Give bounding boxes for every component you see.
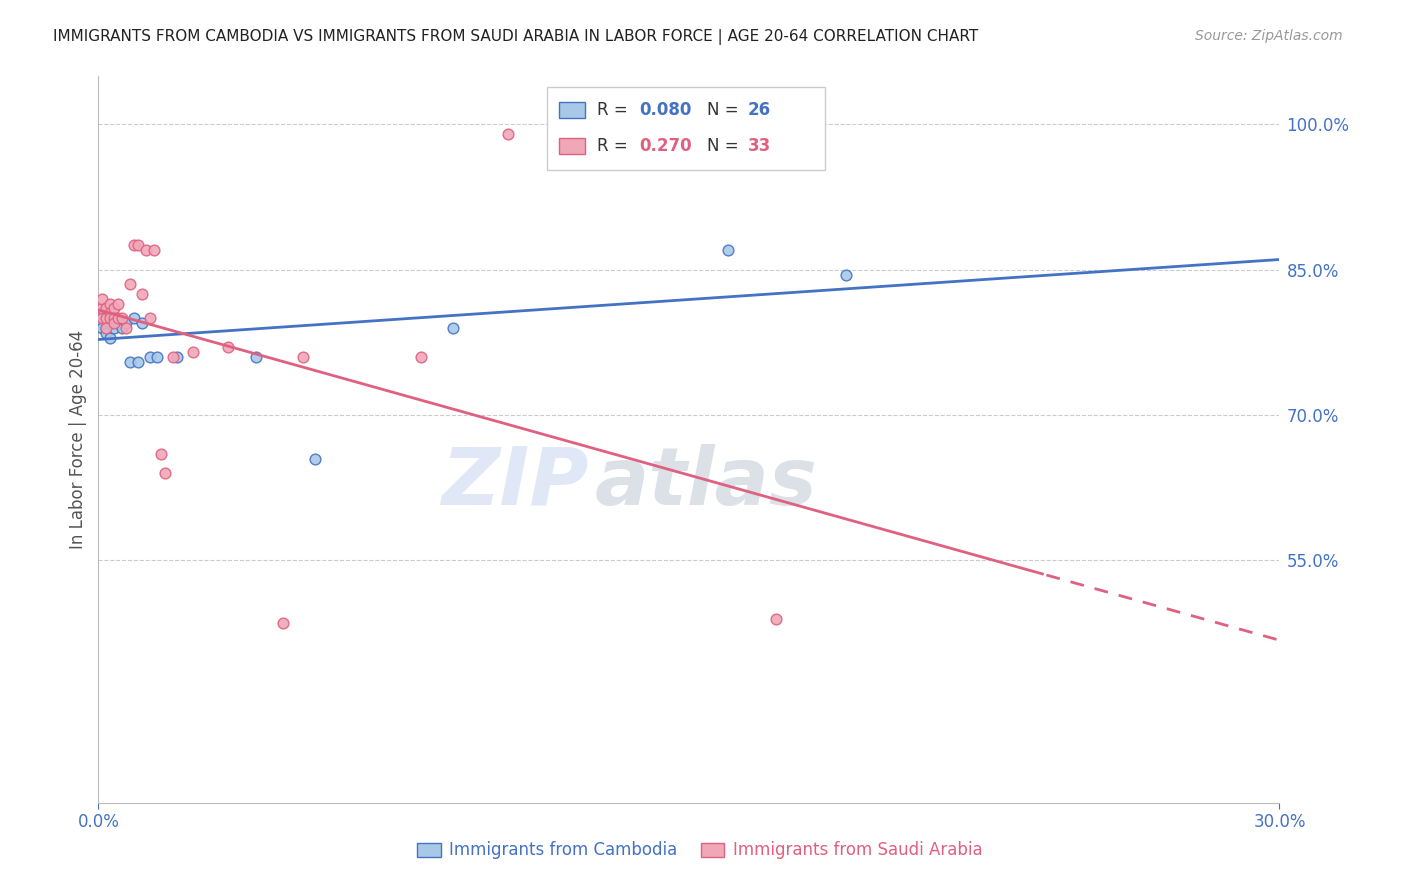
FancyBboxPatch shape xyxy=(547,87,825,170)
Point xyxy=(98,330,121,344)
Point xyxy=(122,311,145,326)
Text: ZIP: ZIP xyxy=(441,444,589,522)
Point xyxy=(91,301,114,316)
Point xyxy=(111,311,134,326)
Point xyxy=(111,321,134,335)
Point xyxy=(138,350,160,364)
Point xyxy=(96,326,118,340)
Text: R =: R = xyxy=(596,101,633,119)
Point xyxy=(131,287,153,301)
Y-axis label: In Labor Force | Age 20-64: In Labor Force | Age 20-64 xyxy=(69,330,87,549)
Point xyxy=(496,127,519,141)
Point xyxy=(98,311,121,326)
Text: N =: N = xyxy=(707,101,744,119)
Point xyxy=(118,277,141,292)
Point xyxy=(96,321,118,335)
Point xyxy=(98,311,121,326)
FancyBboxPatch shape xyxy=(700,843,724,857)
Point xyxy=(103,301,125,316)
Text: 33: 33 xyxy=(748,137,772,155)
Point xyxy=(835,268,858,282)
Point xyxy=(155,467,177,481)
Point xyxy=(717,244,740,258)
Text: atlas: atlas xyxy=(595,444,817,522)
Point xyxy=(166,350,188,364)
FancyBboxPatch shape xyxy=(418,843,441,857)
Point xyxy=(103,311,125,326)
Point xyxy=(411,350,433,364)
FancyBboxPatch shape xyxy=(560,138,585,154)
Point xyxy=(115,316,138,330)
Text: Immigrants from Cambodia: Immigrants from Cambodia xyxy=(449,841,678,859)
Text: IMMIGRANTS FROM CAMBODIA VS IMMIGRANTS FROM SAUDI ARABIA IN LABOR FORCE | AGE 20: IMMIGRANTS FROM CAMBODIA VS IMMIGRANTS F… xyxy=(53,29,979,45)
Point xyxy=(142,244,165,258)
Point xyxy=(91,292,114,306)
Point xyxy=(98,316,121,330)
Point xyxy=(96,321,118,335)
Point xyxy=(162,350,184,364)
Point xyxy=(217,340,239,354)
Point xyxy=(245,350,267,364)
Text: 26: 26 xyxy=(748,101,770,119)
Text: R =: R = xyxy=(596,137,633,155)
Point xyxy=(103,316,125,330)
Text: Immigrants from Saudi Arabia: Immigrants from Saudi Arabia xyxy=(733,841,983,859)
Point xyxy=(115,321,138,335)
Point xyxy=(138,311,160,326)
Point xyxy=(131,316,153,330)
Point xyxy=(98,296,121,310)
Point xyxy=(122,238,145,252)
Point xyxy=(98,306,121,320)
Point xyxy=(273,616,295,631)
Point xyxy=(96,301,118,316)
Point xyxy=(91,321,114,335)
Point xyxy=(127,238,149,252)
Text: Source: ZipAtlas.com: Source: ZipAtlas.com xyxy=(1195,29,1343,43)
Point xyxy=(103,321,125,335)
Point xyxy=(91,316,114,330)
Point xyxy=(441,321,464,335)
Point xyxy=(91,311,114,326)
Point xyxy=(96,311,118,326)
Text: 0.270: 0.270 xyxy=(640,137,692,155)
Point xyxy=(118,355,141,369)
Point xyxy=(292,350,315,364)
Point xyxy=(127,355,149,369)
Point xyxy=(135,244,157,258)
Point xyxy=(304,451,326,466)
Text: 0.080: 0.080 xyxy=(640,101,692,119)
Point xyxy=(107,296,129,310)
Point xyxy=(181,345,204,359)
FancyBboxPatch shape xyxy=(560,102,585,118)
Point xyxy=(103,311,125,326)
Point xyxy=(765,612,787,626)
Point xyxy=(91,311,114,326)
Point xyxy=(146,350,169,364)
Point xyxy=(150,447,173,461)
Point xyxy=(107,311,129,326)
Point xyxy=(96,311,118,326)
Text: N =: N = xyxy=(707,137,744,155)
Point xyxy=(107,316,129,330)
